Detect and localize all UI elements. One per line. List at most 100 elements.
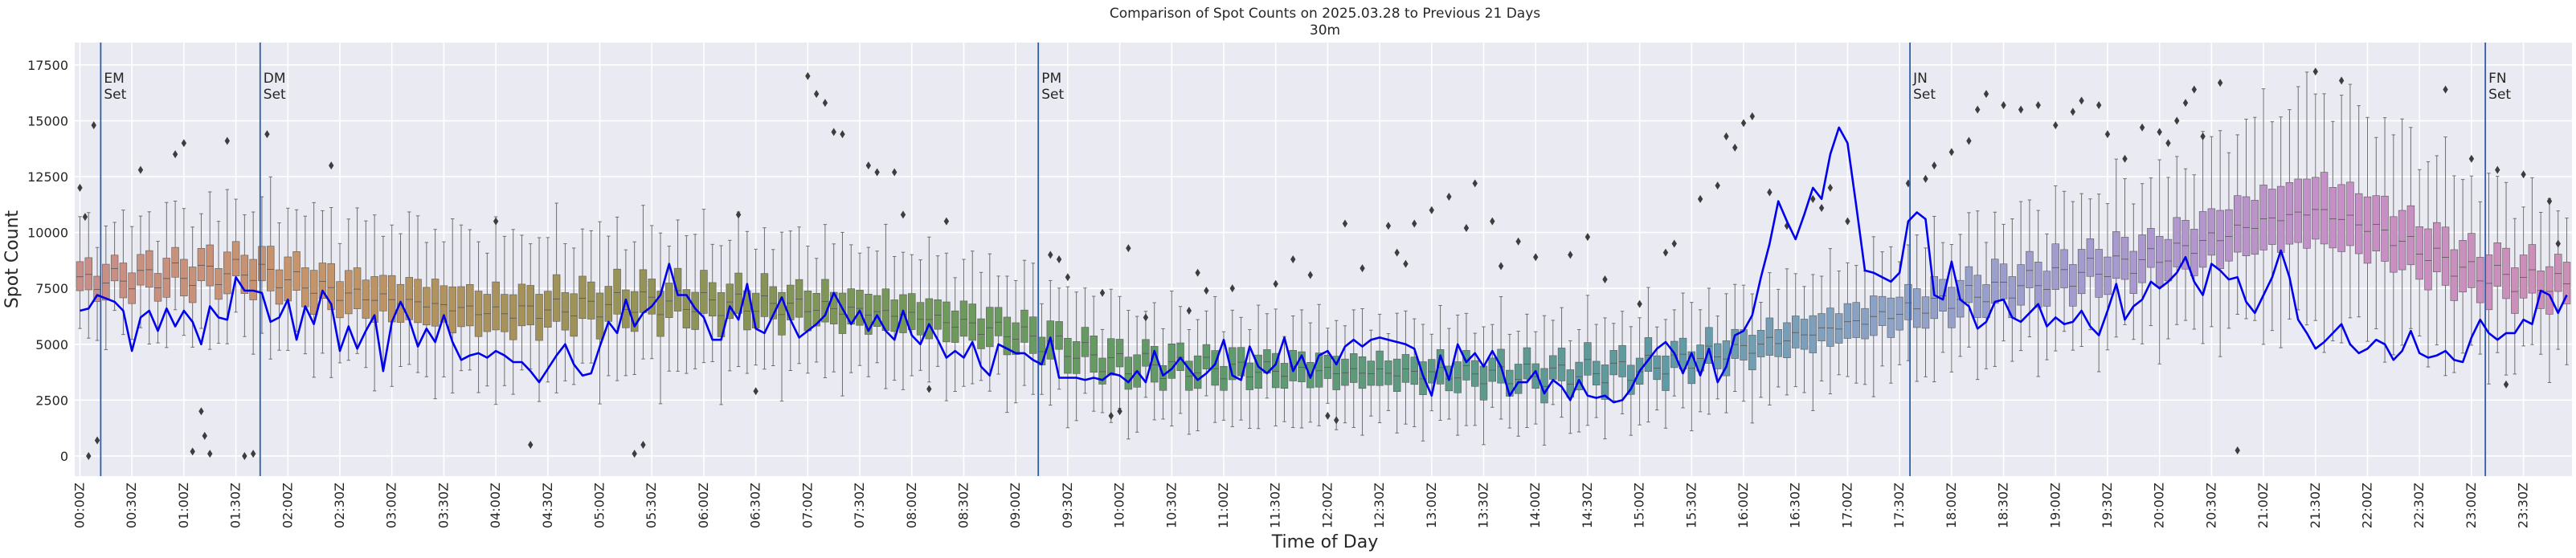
outlier-point xyxy=(1584,233,1591,242)
box xyxy=(1098,328,1106,413)
outlier-point xyxy=(1117,407,1122,416)
box-series xyxy=(76,71,2571,446)
x-tick-label: 23:30Z xyxy=(2516,483,2531,528)
box-body xyxy=(1376,350,1384,386)
outlier-point xyxy=(181,139,187,148)
box xyxy=(1834,271,1843,376)
box xyxy=(648,225,656,360)
box-body xyxy=(240,255,249,294)
box-body xyxy=(284,256,292,302)
box-body xyxy=(1826,308,1834,347)
box-body xyxy=(84,257,92,291)
outlier-point xyxy=(2443,85,2448,94)
box xyxy=(2198,131,2207,344)
box xyxy=(544,237,552,383)
box xyxy=(1514,331,1523,437)
box xyxy=(1159,328,1167,420)
x-tick-label: 23:00Z xyxy=(2464,483,2479,528)
box xyxy=(1705,287,1713,415)
box xyxy=(1410,318,1418,427)
box xyxy=(1792,273,1800,388)
box-body xyxy=(743,290,751,331)
box-body xyxy=(353,267,362,309)
box xyxy=(1150,302,1159,421)
x-tick-label: 02:00Z xyxy=(280,483,295,528)
outlier-point xyxy=(2096,100,2102,109)
box-body xyxy=(1428,359,1436,384)
box xyxy=(1826,248,1834,395)
outlier-point xyxy=(753,387,758,396)
box-body xyxy=(1982,284,1990,318)
box-body xyxy=(423,287,431,326)
x-axis: 00:00Z 00:30Z 01:00Z 01:30Z 02:00Z 02:30Z 03:0… xyxy=(72,483,2530,528)
box xyxy=(153,241,162,344)
outlier-point xyxy=(1662,248,1669,257)
outlier-point xyxy=(2191,85,2198,94)
box xyxy=(2519,206,2528,347)
box xyxy=(1419,324,1427,442)
outlier-point xyxy=(1490,217,1495,226)
box xyxy=(1870,236,1878,397)
outlier-point xyxy=(207,450,213,458)
outlier-point xyxy=(1342,219,1348,228)
outlier-point xyxy=(2070,108,2076,116)
box-body xyxy=(1410,356,1418,385)
box xyxy=(2511,218,2519,375)
box xyxy=(934,255,942,367)
box-body xyxy=(258,246,266,282)
box xyxy=(2528,177,2537,345)
outlier-point xyxy=(1429,206,1435,214)
box xyxy=(2312,93,2320,321)
box-body xyxy=(1800,319,1809,350)
box xyxy=(1055,287,1063,390)
box-body xyxy=(231,241,240,276)
box-body xyxy=(708,282,717,317)
outlier-point xyxy=(640,441,646,450)
outlier-point xyxy=(891,168,898,177)
box xyxy=(2051,185,2059,352)
chart-title: Comparison of Spot Counts on 2025.03.28 … xyxy=(1110,6,1540,22)
box xyxy=(2329,120,2337,342)
outlier-point xyxy=(1948,148,1955,157)
box-body xyxy=(1367,360,1376,386)
box-body xyxy=(292,251,301,291)
box-body xyxy=(2198,211,2207,268)
box-body xyxy=(734,272,742,314)
box xyxy=(171,200,179,311)
box xyxy=(881,223,890,389)
box-body xyxy=(1107,338,1115,376)
outlier-point xyxy=(1975,105,1981,114)
box xyxy=(1800,286,1809,393)
box xyxy=(1713,316,1722,400)
box xyxy=(1809,274,1818,411)
box-body xyxy=(1514,364,1523,394)
box xyxy=(2493,176,2501,353)
box-body xyxy=(275,269,284,305)
outlier-point xyxy=(264,130,270,139)
box xyxy=(2104,203,2112,351)
box-body xyxy=(2069,264,2077,307)
box-body xyxy=(309,270,318,315)
box xyxy=(916,259,925,371)
box-body xyxy=(1401,354,1410,383)
box-body xyxy=(1973,275,1981,318)
outlier-point xyxy=(840,130,845,139)
box-body xyxy=(1584,342,1592,376)
box xyxy=(1193,319,1202,432)
box xyxy=(1982,242,1990,369)
box xyxy=(1575,328,1583,433)
box-body xyxy=(180,259,188,297)
box-body xyxy=(301,267,309,308)
box-body xyxy=(249,259,257,300)
box-body xyxy=(535,294,543,341)
box-body xyxy=(1965,266,1973,303)
box-body xyxy=(102,263,110,301)
box xyxy=(1064,286,1072,429)
box-body xyxy=(1090,336,1098,373)
box xyxy=(1618,311,1626,414)
outlier-point xyxy=(94,436,100,445)
outlier-point xyxy=(943,217,950,226)
box-body xyxy=(2104,256,2112,295)
box xyxy=(812,258,820,363)
box-body xyxy=(2225,209,2233,262)
